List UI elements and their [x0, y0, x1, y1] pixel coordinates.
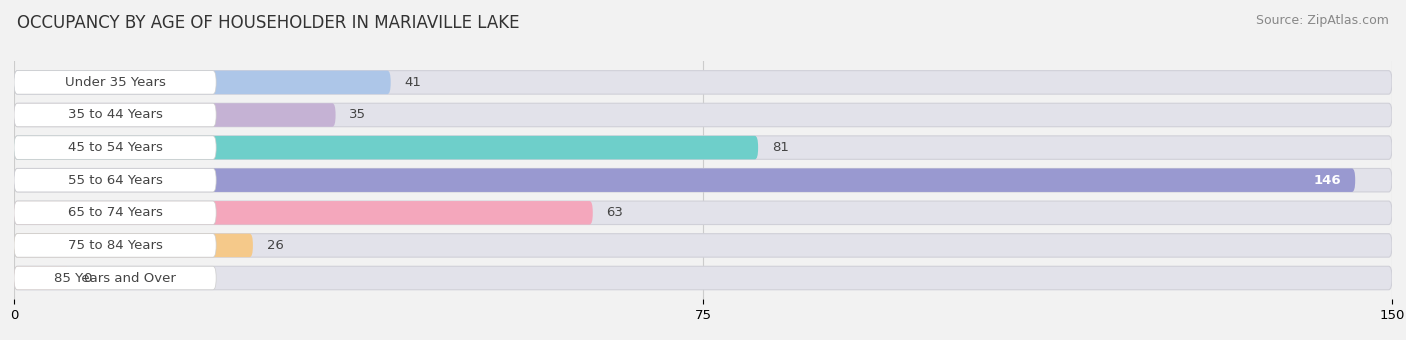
FancyBboxPatch shape: [14, 136, 217, 159]
FancyBboxPatch shape: [14, 71, 391, 94]
Text: 63: 63: [606, 206, 623, 219]
FancyBboxPatch shape: [14, 266, 69, 290]
Text: 146: 146: [1313, 174, 1341, 187]
FancyBboxPatch shape: [14, 266, 217, 290]
Text: 75 to 84 Years: 75 to 84 Years: [67, 239, 163, 252]
Text: OCCUPANCY BY AGE OF HOUSEHOLDER IN MARIAVILLE LAKE: OCCUPANCY BY AGE OF HOUSEHOLDER IN MARIA…: [17, 14, 519, 32]
Text: 55 to 64 Years: 55 to 64 Years: [67, 174, 163, 187]
FancyBboxPatch shape: [14, 136, 1392, 159]
FancyBboxPatch shape: [14, 103, 1392, 127]
FancyBboxPatch shape: [14, 201, 217, 224]
Text: 35: 35: [349, 108, 367, 121]
FancyBboxPatch shape: [14, 168, 217, 192]
FancyBboxPatch shape: [14, 168, 1355, 192]
FancyBboxPatch shape: [14, 201, 1392, 224]
FancyBboxPatch shape: [14, 71, 217, 94]
Text: 35 to 44 Years: 35 to 44 Years: [67, 108, 163, 121]
FancyBboxPatch shape: [14, 234, 253, 257]
Text: 0: 0: [83, 272, 91, 285]
FancyBboxPatch shape: [14, 168, 1392, 192]
FancyBboxPatch shape: [14, 234, 1392, 257]
FancyBboxPatch shape: [14, 136, 758, 159]
Text: 26: 26: [267, 239, 284, 252]
Text: Source: ZipAtlas.com: Source: ZipAtlas.com: [1256, 14, 1389, 27]
Text: 81: 81: [772, 141, 789, 154]
FancyBboxPatch shape: [14, 201, 593, 224]
FancyBboxPatch shape: [14, 234, 217, 257]
FancyBboxPatch shape: [14, 266, 1392, 290]
Text: 65 to 74 Years: 65 to 74 Years: [67, 206, 163, 219]
Text: 41: 41: [405, 76, 422, 89]
FancyBboxPatch shape: [14, 103, 217, 127]
FancyBboxPatch shape: [14, 71, 1392, 94]
Text: 45 to 54 Years: 45 to 54 Years: [67, 141, 163, 154]
Text: 85 Years and Over: 85 Years and Over: [55, 272, 176, 285]
Text: Under 35 Years: Under 35 Years: [65, 76, 166, 89]
FancyBboxPatch shape: [14, 103, 336, 127]
